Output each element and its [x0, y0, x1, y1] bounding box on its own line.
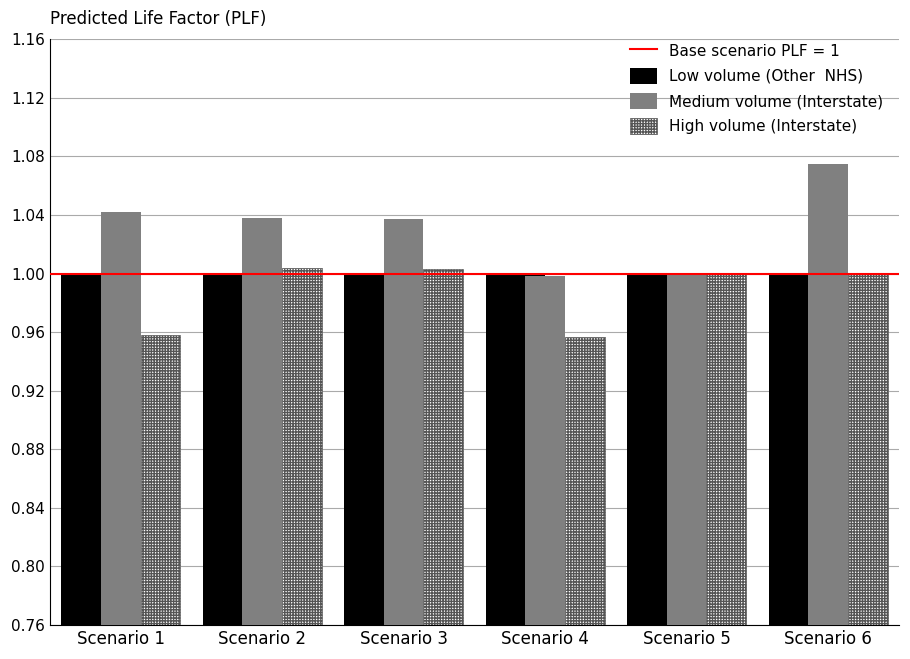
Bar: [667, 273, 706, 659]
Bar: [384, 219, 423, 659]
Bar: [808, 163, 848, 659]
Bar: [486, 273, 525, 659]
Bar: [364, 273, 404, 659]
Bar: [789, 273, 828, 659]
Bar: [344, 273, 384, 659]
Bar: [565, 337, 604, 659]
Bar: [848, 273, 887, 659]
Bar: [61, 273, 101, 659]
Legend: Base scenario PLF = 1, Low volume (Other  NHS), Medium volume (Interstate), High: Base scenario PLF = 1, Low volume (Other…: [622, 35, 891, 142]
Bar: [140, 335, 180, 659]
Bar: [423, 269, 463, 659]
Bar: [525, 277, 565, 659]
Text: Predicted Life Factor (PLF): Predicted Life Factor (PLF): [50, 9, 267, 28]
Bar: [81, 273, 121, 659]
Bar: [223, 273, 262, 659]
Bar: [242, 218, 282, 659]
Bar: [203, 273, 242, 659]
Bar: [647, 273, 687, 659]
Bar: [769, 273, 808, 659]
Bar: [706, 273, 746, 659]
Bar: [506, 273, 545, 659]
Bar: [627, 273, 667, 659]
Bar: [101, 212, 140, 659]
Bar: [282, 268, 321, 659]
